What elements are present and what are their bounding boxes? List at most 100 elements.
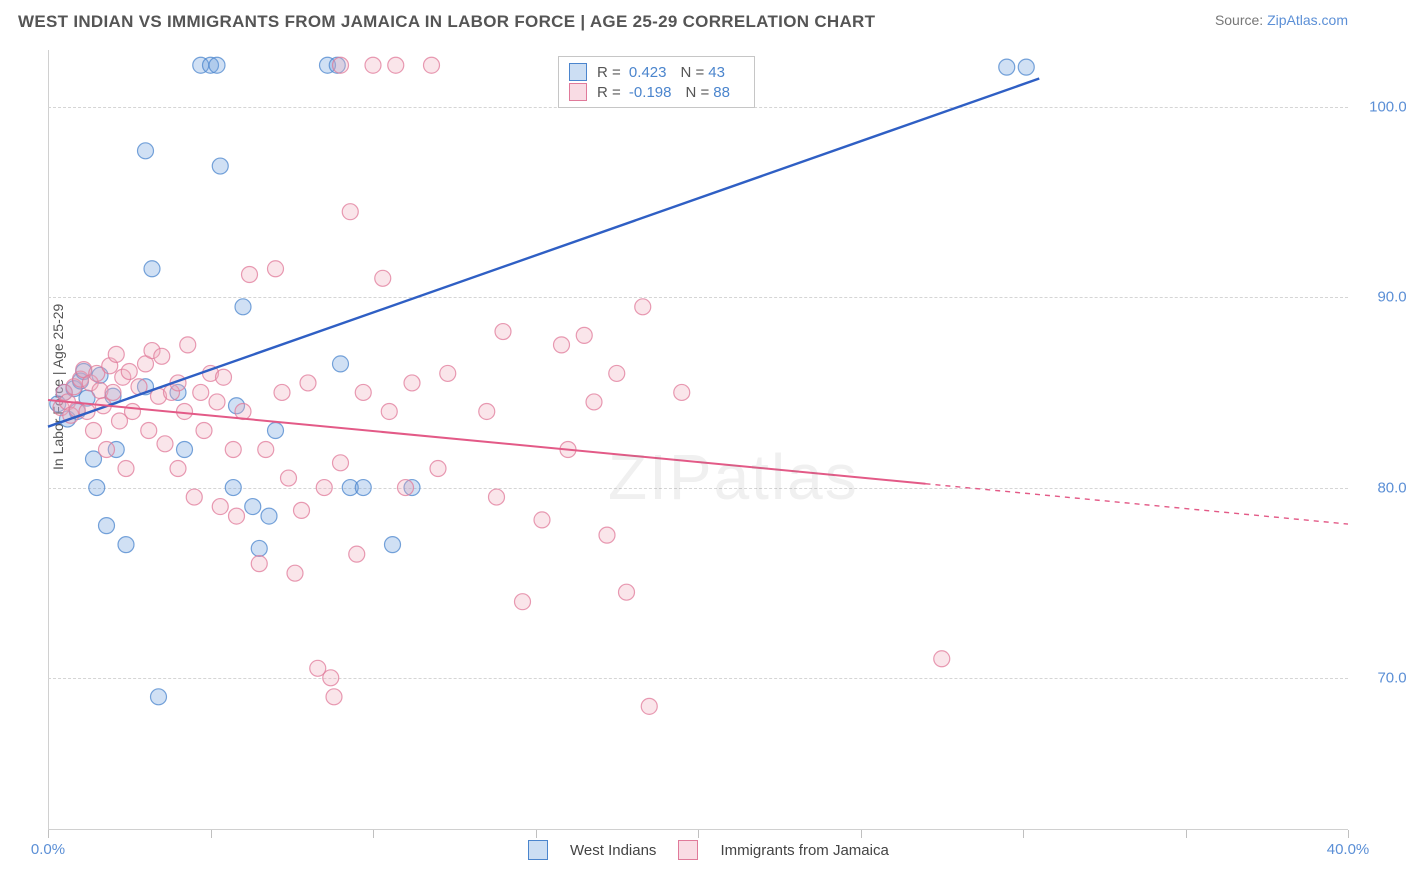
data-point xyxy=(186,489,202,505)
data-point xyxy=(141,422,157,438)
trend-line-extrapolated xyxy=(926,484,1349,524)
data-point xyxy=(225,442,241,458)
stat-r-value: 0.423 xyxy=(625,64,667,81)
bottom-legend: West Indians Immigrants from Jamaica xyxy=(528,840,911,860)
x-tick xyxy=(1348,830,1349,838)
y-tick-label: 80.0% xyxy=(1377,479,1406,496)
y-tick-label: 100.0% xyxy=(1369,99,1406,116)
data-point xyxy=(99,518,115,534)
data-point xyxy=(294,502,310,518)
data-point xyxy=(534,512,550,528)
data-point xyxy=(641,698,657,714)
stat-r-value: -0.198 xyxy=(625,84,672,101)
data-point xyxy=(196,422,212,438)
chart-title: WEST INDIAN VS IMMIGRANTS FROM JAMAICA I… xyxy=(18,12,875,32)
data-point xyxy=(323,670,339,686)
data-point xyxy=(489,489,505,505)
source-link[interactable]: ZipAtlas.com xyxy=(1267,12,1348,28)
data-point xyxy=(108,346,124,362)
y-tick-label: 90.0% xyxy=(1377,289,1406,306)
data-point xyxy=(333,57,349,73)
stats-row: R = 0.423N = 43 xyxy=(569,63,744,81)
data-point xyxy=(385,537,401,553)
data-point xyxy=(999,59,1015,75)
stat-n-label: N = xyxy=(685,84,709,101)
data-point xyxy=(479,403,495,419)
data-point xyxy=(424,57,440,73)
stats-row: R = -0.198N = 88 xyxy=(569,83,744,101)
data-point xyxy=(99,442,115,458)
data-point xyxy=(440,365,456,381)
data-point xyxy=(212,158,228,174)
data-point xyxy=(268,261,284,277)
data-point xyxy=(209,57,225,73)
data-point xyxy=(609,365,625,381)
data-point xyxy=(151,689,167,705)
data-point xyxy=(144,261,160,277)
data-point xyxy=(1018,59,1034,75)
stat-r-label: R = xyxy=(597,84,621,101)
data-point xyxy=(388,57,404,73)
data-point xyxy=(121,364,137,380)
data-point xyxy=(86,422,102,438)
stats-swatch xyxy=(569,83,587,101)
data-point xyxy=(342,204,358,220)
data-point xyxy=(375,270,391,286)
stat-n-label: N = xyxy=(680,64,704,81)
data-point xyxy=(177,442,193,458)
data-point xyxy=(268,422,284,438)
data-point xyxy=(576,327,592,343)
data-point xyxy=(515,594,531,610)
data-point xyxy=(635,299,651,315)
data-point xyxy=(89,480,105,496)
data-point xyxy=(554,337,570,353)
data-point xyxy=(235,403,251,419)
data-point xyxy=(216,369,232,385)
x-tick xyxy=(1023,830,1024,838)
data-point xyxy=(274,384,290,400)
legend-label-west-indians: West Indians xyxy=(570,842,656,859)
data-point xyxy=(316,480,332,496)
data-point xyxy=(225,480,241,496)
data-point xyxy=(398,480,414,496)
data-point xyxy=(251,540,267,556)
x-tick xyxy=(698,830,699,838)
chart-area: In Labor Force | Age 25-29 70.0%80.0%90.… xyxy=(48,50,1348,830)
data-point xyxy=(212,499,228,515)
data-point xyxy=(586,394,602,410)
data-point xyxy=(209,394,225,410)
data-point xyxy=(170,461,186,477)
data-point xyxy=(599,527,615,543)
x-tick xyxy=(373,830,374,838)
data-point xyxy=(105,384,121,400)
data-point xyxy=(157,436,173,452)
x-tick xyxy=(1186,830,1187,838)
data-point xyxy=(300,375,316,391)
correlation-stats-box: R = 0.423N = 43R = -0.198N = 88 xyxy=(558,56,755,108)
data-point xyxy=(430,461,446,477)
data-point xyxy=(326,689,342,705)
data-point xyxy=(333,455,349,471)
data-point xyxy=(242,266,258,282)
legend-swatch-blue xyxy=(528,840,548,860)
data-point xyxy=(934,651,950,667)
data-point xyxy=(177,403,193,419)
x-tick xyxy=(48,830,49,838)
data-point xyxy=(381,403,397,419)
data-point xyxy=(674,384,690,400)
data-point xyxy=(245,499,261,515)
y-tick-label: 70.0% xyxy=(1377,669,1406,686)
data-point xyxy=(154,348,170,364)
data-point xyxy=(138,143,154,159)
x-tick xyxy=(861,830,862,838)
data-point xyxy=(118,537,134,553)
data-point xyxy=(495,324,511,340)
trend-line xyxy=(48,79,1039,427)
stats-swatch xyxy=(569,63,587,81)
source-attribution: Source: ZipAtlas.com xyxy=(1215,12,1388,28)
data-point xyxy=(349,546,365,562)
x-tick xyxy=(536,830,537,838)
data-point xyxy=(261,508,277,524)
data-point xyxy=(193,384,209,400)
data-point xyxy=(125,403,141,419)
